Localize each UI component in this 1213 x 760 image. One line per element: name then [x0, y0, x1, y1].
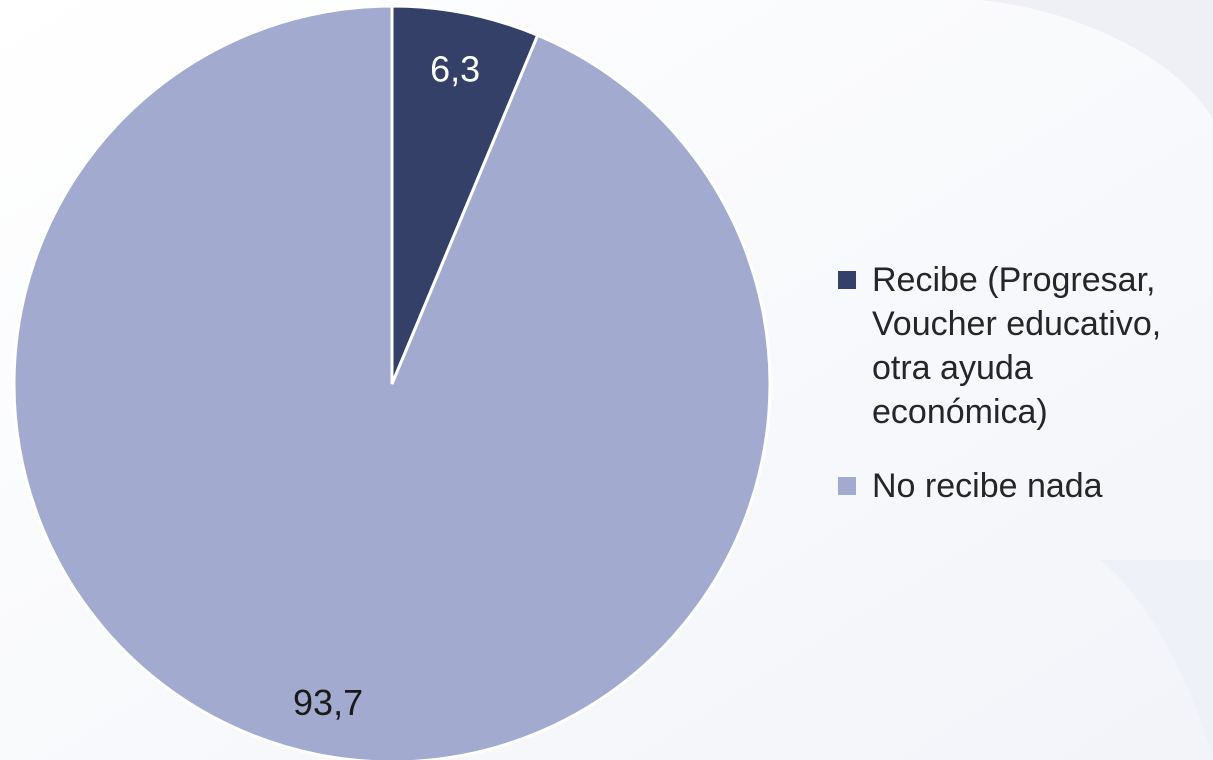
legend-item-recibe: Recibe (Progresar, Voucher educativo, ot… — [838, 258, 1208, 434]
data-label-recibe: 6,3 — [430, 48, 480, 89]
pie-slice-no-recibe — [12, 4, 772, 760]
legend-item-no-recibe: No recibe nada — [838, 464, 1208, 508]
legend-swatch-no-recibe — [838, 477, 856, 495]
data-label-no-recibe: 93,7 — [293, 682, 363, 723]
legend-swatch-recibe — [838, 271, 856, 289]
legend-label-recibe: Recibe (Progresar, Voucher educativo, ot… — [872, 261, 1162, 431]
pie-slices — [12, 4, 772, 760]
pie-data-labels: 6,3 93,7 — [293, 48, 480, 723]
legend: Recibe (Progresar, Voucher educativo, ot… — [838, 258, 1208, 538]
pie-slice-recibe — [390, 4, 540, 385]
legend-label-no-recibe: No recibe nada — [872, 467, 1103, 505]
